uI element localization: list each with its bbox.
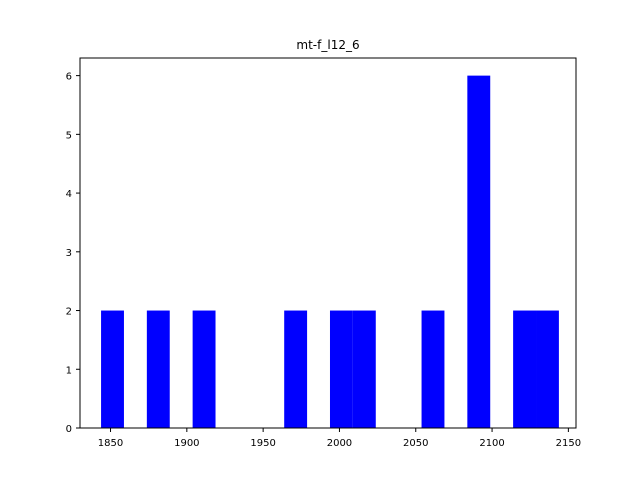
- x-tick-label-5: 2100: [479, 438, 504, 449]
- histogram-bar-6: [421, 310, 445, 428]
- x-axis: 1850 1900 1950 2000 2050 2100 2150: [98, 428, 581, 449]
- x-tick-label-4: 2050: [403, 438, 428, 449]
- axes-frame: [79, 57, 577, 429]
- bars-layer: [101, 75, 559, 429]
- x-tick-label-2: 1950: [250, 438, 275, 449]
- histogram-bar-2: [192, 310, 216, 428]
- x-tick-label-3: 2000: [327, 438, 352, 449]
- y-tick-label-5: 5: [66, 130, 72, 141]
- y-tick-label-2: 2: [66, 307, 72, 318]
- histogram-bar-5: [352, 310, 376, 428]
- y-tick-label-4: 4: [66, 189, 72, 200]
- x-tick-label-6: 2150: [556, 438, 581, 449]
- x-tick-label-0: 1850: [98, 438, 123, 449]
- histogram-bar-4: [329, 310, 353, 428]
- x-tick-label-1: 1900: [174, 438, 199, 449]
- histogram-bar-7: [467, 75, 491, 429]
- y-tick-label-6: 6: [66, 72, 72, 83]
- y-axis: 0 1 2 3 4 5 6: [66, 72, 80, 435]
- histogram-bar-1: [146, 310, 170, 428]
- y-tick-label-0: 0: [66, 424, 72, 435]
- chart-title: mt-f_l12_6: [296, 38, 359, 52]
- y-tick-label-3: 3: [66, 248, 72, 259]
- histogram-bar-3: [284, 310, 308, 428]
- y-tick-label-1: 1: [66, 365, 72, 376]
- histogram-bar-8: [513, 310, 537, 428]
- histogram-bar-9: [536, 310, 559, 428]
- histogram-bar-0: [101, 310, 124, 428]
